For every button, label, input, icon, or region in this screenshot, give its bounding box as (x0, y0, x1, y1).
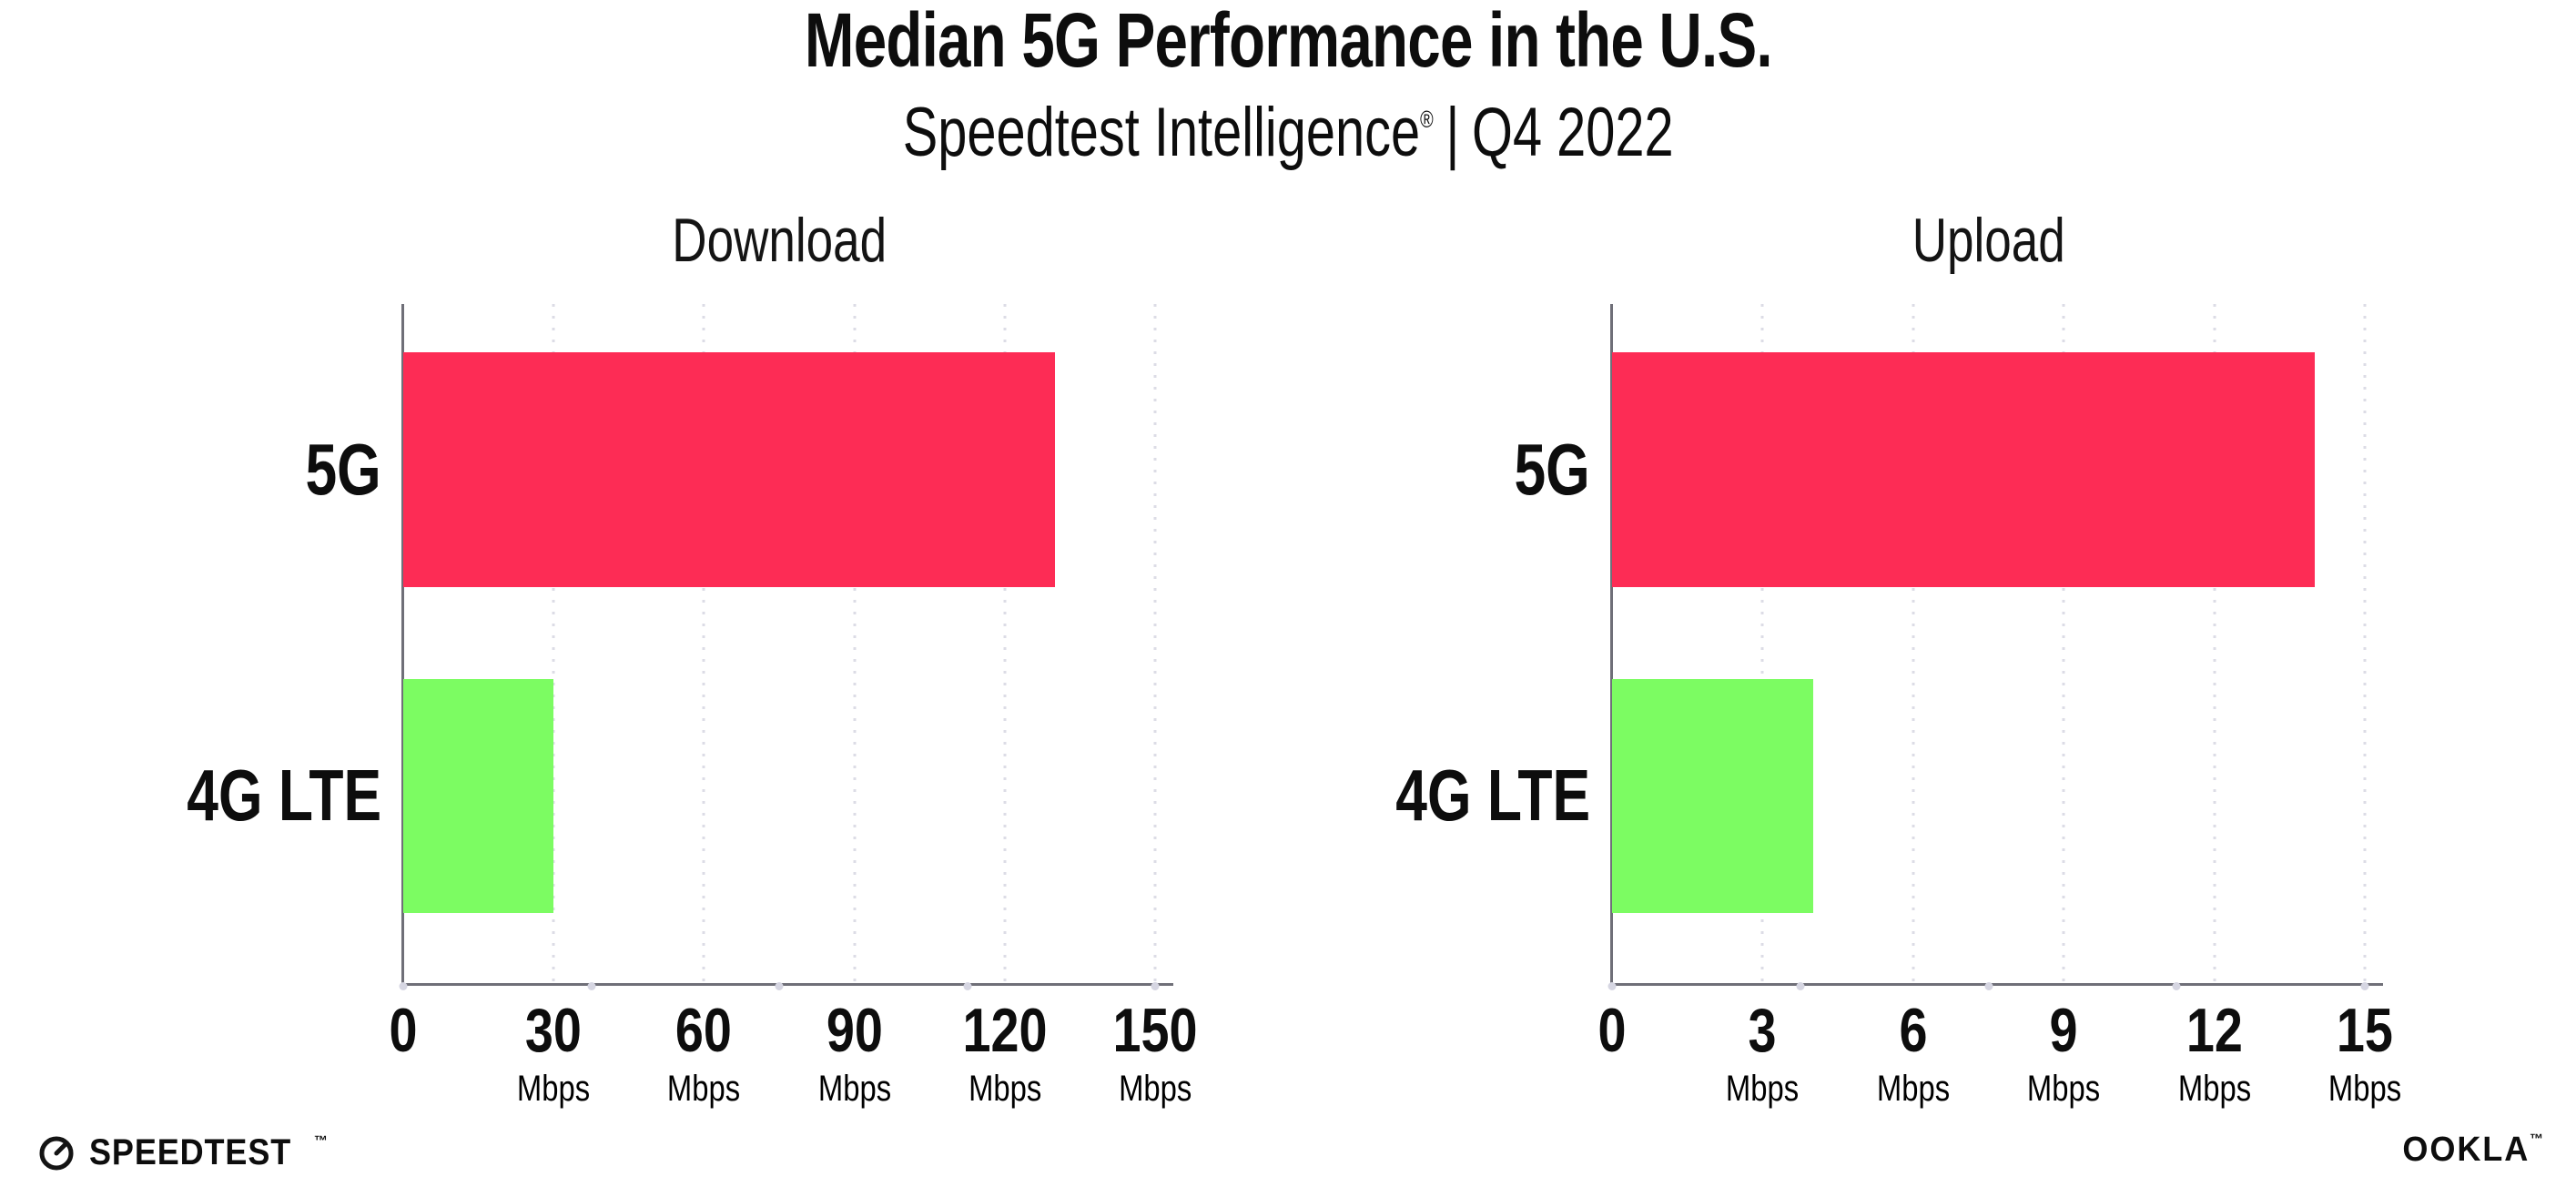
x-tick-unit: Mbps (1876, 1069, 1950, 1109)
y-axis-line (401, 304, 404, 985)
bar-4g-lte-upload (1612, 679, 1813, 913)
main-title: Median 5G Performance in the U.S. (804, 0, 1773, 83)
axis-tick-dot (587, 982, 595, 990)
y-axis-line (1610, 304, 1613, 985)
category-label-5g: 5G (305, 429, 381, 510)
gridline-3-mbps (1760, 304, 1764, 983)
x-tick-label-0: 0 (1597, 996, 1627, 1065)
x-tick-label-9: 9 Mbps (2019, 999, 2108, 1109)
x-axis-line (401, 983, 1173, 986)
x-tick-unit: Mbps (1118, 1069, 1192, 1109)
plot-area-download: 5G 4G LTE 0 30 Mbps 60 Mbps 90 Mbps 120 Mbps 150 Mbp… (187, 304, 1198, 1109)
plot-area-upload: 5G 4G LTE 0 3 Mbps 6 Mbps 9 Mbps 12 Mbps 15 Mbps (1395, 304, 2401, 1109)
gridline-15-mbps (2363, 304, 2367, 983)
x-tick-label-150: 150 Mbps (1103, 999, 1206, 1109)
axis-tick-dot (1796, 982, 1805, 990)
x-tick-unit: Mbps (817, 1069, 891, 1109)
gridline-9-mbps (2062, 304, 2065, 983)
registered-mark: ® (1419, 106, 1434, 133)
gridline-12-mbps (2213, 304, 2216, 983)
axis-tick-dot (1151, 982, 1160, 990)
ookla-logo: OOKLA™ (2396, 1131, 2545, 1170)
gridline-120-mbps (1003, 304, 1007, 983)
chart-title-upload: Upload (1912, 206, 2065, 275)
category-label-5g: 5G (1514, 429, 1590, 510)
x-tick-unit: Mbps (667, 1069, 741, 1109)
axis-tick-dot (1607, 982, 1617, 990)
axis-tick-dot (775, 982, 784, 990)
x-tick-label-0: 0 (389, 996, 418, 1065)
gridline-6-mbps (1912, 304, 1915, 983)
speedtest-logo: SPEEDTEST ™ (36, 1132, 329, 1173)
chart-download: Download 5G 4G LTE 0 30 Mbps 60 Mbps 90 Mbps 120 M… (187, 206, 1198, 1109)
x-tick-label-120: 120 Mbps (953, 999, 1056, 1109)
axis-tick-dot (1984, 982, 1993, 990)
x-tick-unit: Mbps (2328, 1069, 2402, 1109)
chart-upload: Upload 5G 4G LTE 0 3 Mbps 6 Mbps 9 Mbps 12 Mbps 15 M… (1395, 206, 2401, 1109)
x-tick-label-90: 90 Mbps (810, 999, 899, 1109)
x-tick-unit: Mbps (517, 1069, 591, 1109)
bar-5g-upload (1612, 352, 2315, 587)
subtitle-separator: | (1445, 94, 1460, 171)
category-label-4g-lte: 4G LTE (187, 755, 381, 836)
axis-tick-dot (2172, 982, 2181, 990)
gridline-60-mbps (702, 304, 705, 983)
x-tick-label-6: 6 Mbps (1869, 999, 1958, 1109)
axis-tick-dot (399, 982, 408, 990)
speedtest-gauge-icon (39, 1136, 74, 1170)
x-tick-label-30: 30 Mbps (509, 999, 598, 1109)
axis-tick-dot (963, 982, 971, 990)
gridline-30-mbps (552, 304, 555, 983)
chart-title-download: Download (672, 206, 887, 275)
subtitle: Speedtest Intelligence® | Q4 2022 (0, 87, 2576, 178)
x-tick-label-60: 60 Mbps (659, 999, 748, 1109)
subtitle-brand: Speedtest Intelligence (902, 94, 1420, 171)
ookla-trademark: ™ (2530, 1131, 2545, 1147)
x-tick-unit: Mbps (2177, 1069, 2251, 1109)
x-tick-unit: Mbps (968, 1069, 1041, 1109)
x-axis-line (1610, 983, 2383, 986)
axis-tick-dot (2360, 982, 2369, 990)
x-tick-label-12: 12 Mbps (2170, 999, 2259, 1109)
category-label-4g-lte: 4G LTE (1395, 755, 1590, 836)
bar-5g-download (403, 352, 1055, 587)
speedtest-wordmark: SPEEDTEST (89, 1132, 292, 1172)
x-tick-label-3: 3 Mbps (1718, 999, 1807, 1109)
x-tick-label-15: 15 Mbps (2320, 999, 2409, 1109)
gridline-90-mbps (853, 304, 857, 983)
x-tick-unit: Mbps (2027, 1069, 2101, 1109)
subtitle-period: Q4 2022 (1471, 94, 1674, 171)
bar-4g-lte-download (403, 679, 554, 913)
speedtest-trademark: ™ (313, 1133, 329, 1149)
ookla-wordmark: OOKLA (2402, 1131, 2530, 1169)
x-tick-unit: Mbps (1726, 1069, 1800, 1109)
gridline-150-mbps (1153, 304, 1157, 983)
